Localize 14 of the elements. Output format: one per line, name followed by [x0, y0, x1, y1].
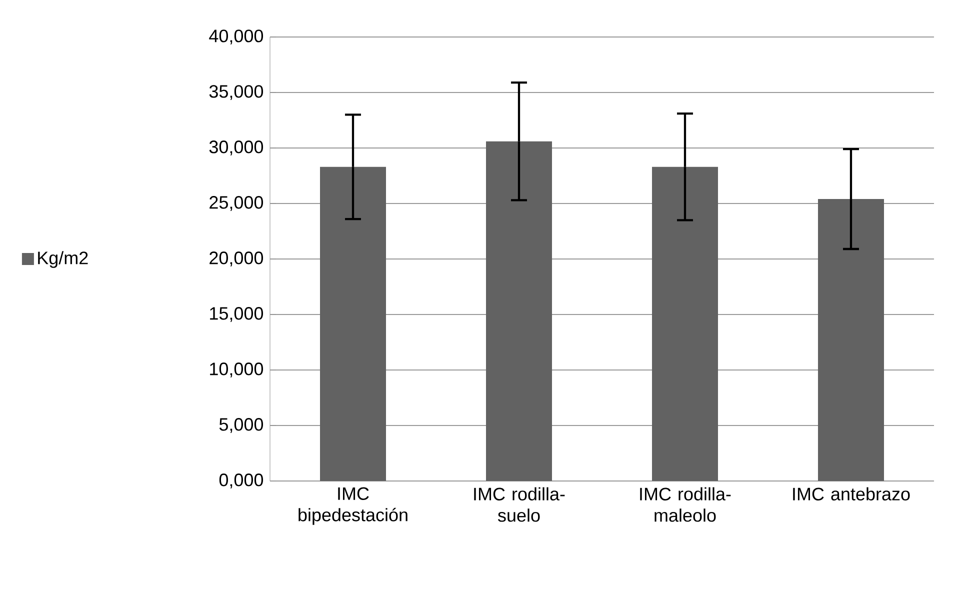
y-tick-label: 25,000 [210, 196, 264, 211]
y-tick-label: 40,000 [209, 30, 264, 44]
y-tick-label: 15,000 [210, 307, 264, 322]
x-tick-label: IMC bipedestación [298, 487, 408, 525]
y-tick-label: 30,000 [209, 140, 264, 156]
y-tick-label: 5,000 [219, 418, 264, 433]
legend-label: Kg/m2 [38, 251, 88, 268]
y-tick-label: 20,000 [210, 252, 264, 266]
x-tick-label: IMC rodilla-suelo [474, 487, 565, 522]
y-tick-label: 35,000 [209, 85, 264, 100]
y-tick-label: 0,000 [219, 474, 264, 488]
y-tick-label: 10,000 [210, 362, 264, 378]
x-tick-label: IMC antebrazo [793, 487, 910, 500]
x-tick-label: IMC rodilla-maleolo [640, 487, 731, 522]
